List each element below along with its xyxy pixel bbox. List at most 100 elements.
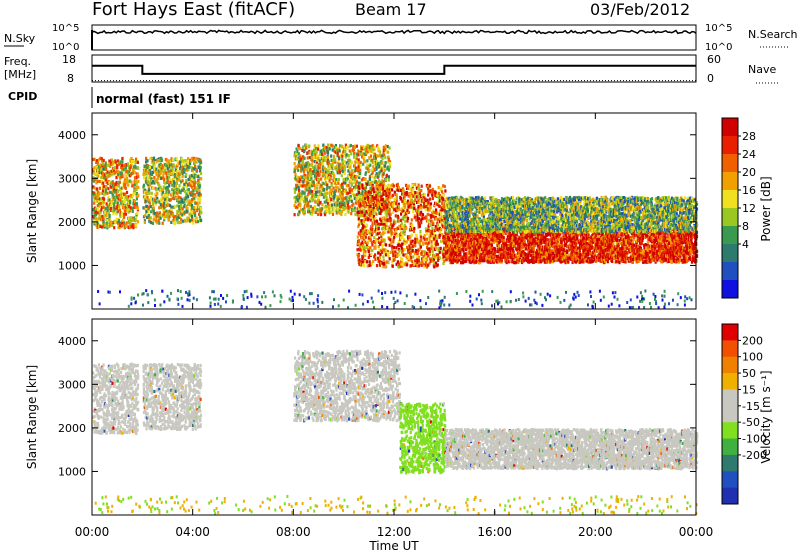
- power-data-cell: [168, 190, 170, 193]
- power-data-cell: [127, 183, 129, 186]
- power-data-cell: [150, 205, 152, 208]
- power-data-cell: [359, 172, 361, 175]
- plot-title: Fort Hays East (fitACF): [92, 0, 295, 20]
- power-data-cell: [103, 198, 105, 201]
- power-data-cell: [200, 172, 202, 175]
- power-data-cell: [335, 189, 337, 192]
- power-data-cell: [389, 238, 391, 241]
- power-data-cell: [364, 187, 366, 190]
- power-data-cell: [131, 207, 133, 210]
- power-data-cell: [132, 210, 134, 213]
- power-data-cell: [113, 226, 115, 229]
- power-data-cell: [336, 186, 338, 189]
- power-data-cell: [333, 187, 335, 190]
- power-data-cell: [325, 168, 327, 171]
- power-data-cell: [294, 169, 296, 172]
- power-data-cell: [386, 188, 388, 191]
- power-data-cell: [426, 232, 428, 235]
- power-data-cell: [344, 207, 346, 210]
- nave-right-tick-top: 60: [707, 53, 721, 66]
- power-data-cell: [135, 219, 137, 222]
- power-data-cell: [96, 187, 98, 190]
- power-data-cell: [323, 156, 325, 159]
- power-data-cell: [373, 236, 375, 239]
- power-data-cell: [318, 178, 320, 181]
- power-data-cell: [394, 258, 396, 261]
- power-data-cell: [393, 246, 395, 249]
- power-data-cell: [360, 164, 362, 167]
- power-data-cell: [125, 213, 127, 216]
- power-data-cell: [424, 234, 426, 237]
- power-data-cell: [191, 207, 193, 210]
- power-data-cell: [174, 222, 176, 225]
- power-data-cell: [385, 243, 387, 246]
- power-data-cell: [387, 151, 389, 154]
- power-data-cell: [442, 255, 444, 258]
- power-data-cell: [194, 181, 196, 184]
- power-data-cell: [358, 158, 360, 161]
- power-data-cell: [329, 210, 331, 213]
- power-data-cell: [377, 232, 379, 235]
- power-data-cell: [379, 183, 381, 186]
- power-data-cell: [361, 214, 363, 217]
- power-data-cell: [167, 167, 169, 170]
- power-data-cell: [371, 243, 373, 246]
- power-data-cell: [398, 253, 400, 256]
- power-data-cell: [437, 263, 439, 266]
- power-data-cell: [375, 166, 377, 169]
- power-data-cell: [200, 207, 202, 210]
- power-data-cell: [370, 155, 372, 158]
- power-data-cell: [398, 205, 400, 208]
- power-data-cell: [403, 253, 405, 256]
- power-data-cell: [184, 190, 186, 193]
- power-data-cell: [358, 165, 360, 168]
- power-data-cell: [327, 144, 329, 147]
- power-data-cell: [475, 260, 477, 263]
- power-data-cell: [353, 155, 355, 158]
- power-data-cell: [334, 158, 336, 161]
- power-data-cell: [327, 151, 329, 154]
- power-data-cell: [200, 219, 202, 222]
- power-data-cell: [125, 166, 127, 169]
- power-data-cell: [351, 200, 353, 203]
- power-data-cell: [371, 175, 373, 178]
- power-data-cell: [438, 186, 440, 189]
- date-label: 03/Feb/2012: [590, 0, 690, 19]
- power-data-cell: [294, 196, 296, 199]
- power-data-cell: [351, 169, 353, 172]
- power-data-cell: [365, 236, 367, 239]
- power-data-cell: [307, 156, 309, 159]
- power-data-cell: [200, 166, 202, 169]
- power-data-cell: [363, 202, 365, 205]
- power-data-cell: [125, 187, 127, 190]
- power-data-cell: [200, 211, 202, 214]
- power-data-cell: [174, 205, 176, 208]
- power-data-cell: [364, 214, 366, 217]
- power-data-cell: [333, 174, 335, 177]
- power-data-cell: [158, 222, 160, 225]
- power-data-cell: [160, 217, 162, 220]
- power-data-cell: [404, 220, 406, 223]
- power-data-cell: [368, 190, 370, 193]
- power-data-cell: [358, 162, 360, 165]
- power-data-cell: [386, 203, 388, 206]
- power-data-cell: [369, 205, 371, 208]
- power-data-cell: [187, 157, 189, 160]
- power-data-cell: [404, 200, 406, 203]
- power-data-cell: [149, 202, 151, 205]
- power-data-cell: [330, 198, 332, 201]
- power-data-cell: [151, 192, 153, 195]
- power-data-cell: [414, 191, 416, 194]
- power-data-cell: [470, 257, 472, 260]
- power-data-cell: [354, 164, 356, 167]
- power-data-cell: [436, 212, 438, 215]
- power-data-cell: [148, 210, 150, 213]
- power-data-cell: [180, 204, 182, 207]
- power-data-cell: [172, 168, 174, 171]
- power-data-cell: [418, 256, 420, 259]
- power-data-cell: [372, 260, 374, 263]
- power-data-cell: [380, 209, 382, 212]
- power-data-cell: [99, 180, 101, 183]
- power-data-cell: [312, 207, 314, 210]
- power-data-cell: [371, 249, 373, 252]
